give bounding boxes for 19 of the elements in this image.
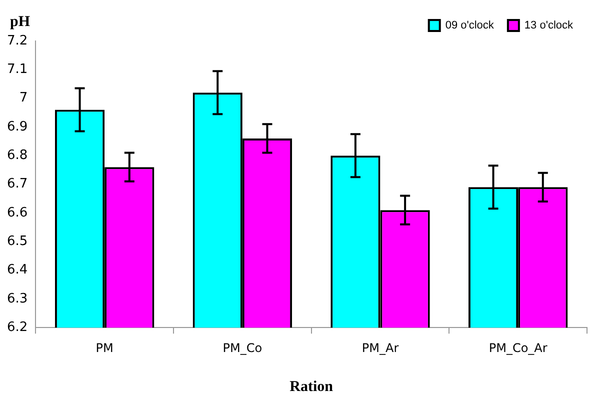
y-tick-label: 6.4	[6, 262, 28, 278]
x-axis-title: Ration	[290, 378, 334, 395]
x-tick-label: PM_Ar	[362, 340, 399, 355]
y-tick-label: 7.2	[6, 33, 28, 48]
y-tick-label: 7	[19, 90, 28, 106]
x-tick-label: PM_Co	[222, 340, 262, 355]
y-tick-label: 6.6	[6, 205, 28, 220]
y-tick-label: 6.8	[6, 148, 28, 164]
y-tick-label: 6.3	[6, 291, 28, 306]
legend-label: 13 o'clock	[524, 20, 574, 32]
legend-label: 09 o'clock	[445, 20, 494, 32]
y-tick-label: 7.1	[6, 62, 28, 78]
x-tick-label: PM	[96, 340, 114, 355]
x-tick-label: PM_Co_Ar	[488, 340, 548, 355]
y-tick-label: 6.5	[6, 234, 28, 249]
y-tick-label: 6.7	[6, 176, 28, 192]
y-tick-label: 6.9	[6, 119, 28, 134]
y-tick-label: 6.2	[6, 320, 28, 335]
y-axis-title: pH	[10, 14, 30, 31]
